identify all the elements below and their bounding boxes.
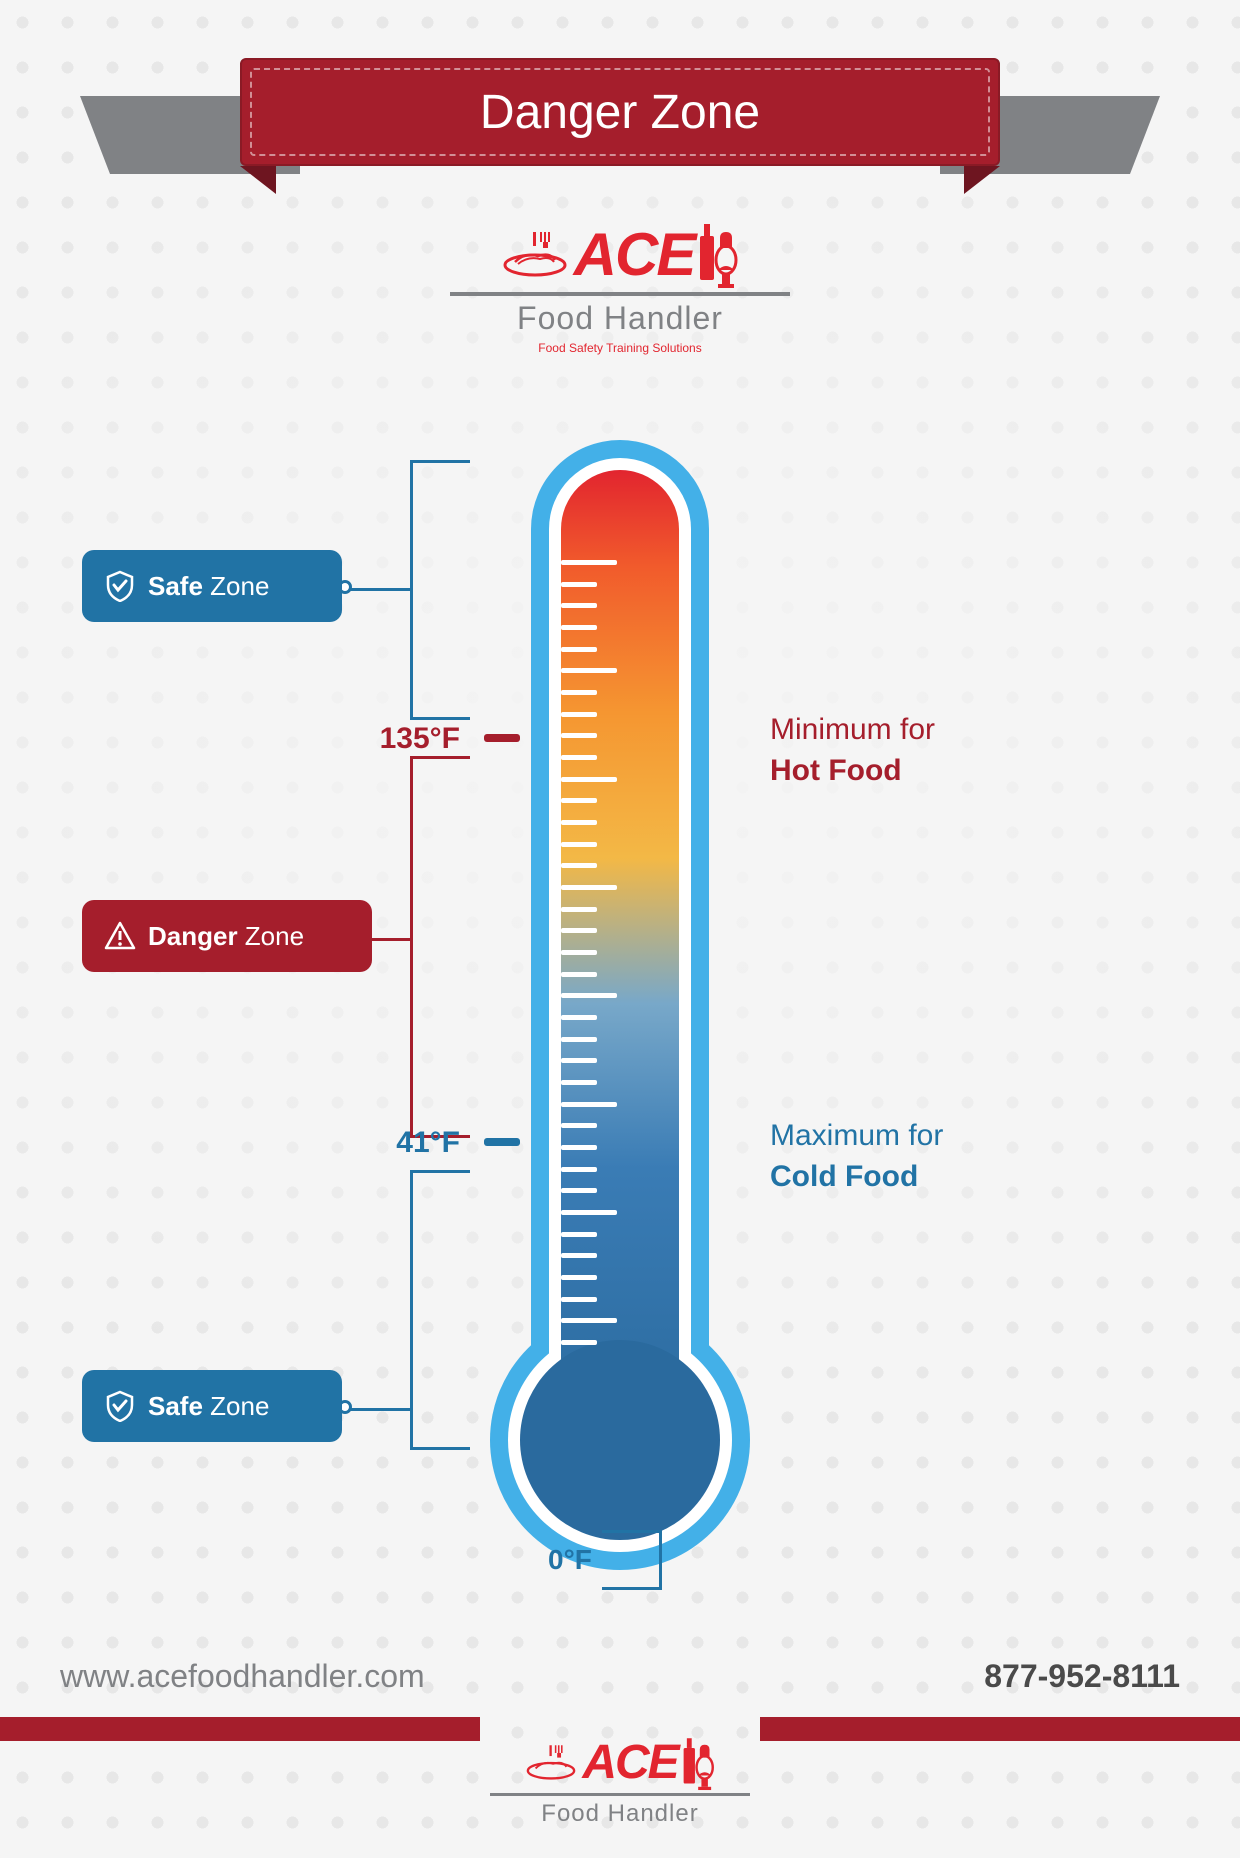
bracket-safe-top xyxy=(410,460,470,720)
thermometer-area: Safe Zone 135°F Minimum for Hot Food Dan… xyxy=(0,440,1240,1640)
page-title: Danger Zone xyxy=(480,85,760,140)
shield-check-icon xyxy=(104,1390,136,1422)
danger-zone-pill: Danger Zone xyxy=(82,900,372,972)
footer: www.acefoodhandler.com 877-952-8111 ACE xyxy=(0,1658,1240,1858)
bracket-safe-bottom xyxy=(410,1170,470,1450)
logo-ace-text: ACE xyxy=(574,225,695,285)
bracket-danger xyxy=(410,756,470,1138)
logo-tagline: Food Safety Training Solutions xyxy=(450,341,790,355)
logo-subtitle: Food Handler xyxy=(450,300,790,337)
cold-food-desc: Maximum for Cold Food xyxy=(770,1116,943,1197)
thermometer-ticks xyxy=(561,560,679,1340)
thermometer xyxy=(531,440,709,1570)
banner-fold-right xyxy=(964,166,1000,194)
logo-subtitle: Food Handler xyxy=(490,1800,750,1828)
title-banner: Danger Zone xyxy=(0,58,1240,198)
bottle-icon xyxy=(698,220,740,290)
connector-safe-bottom xyxy=(348,1408,412,1411)
footer-phone: 877-952-8111 xyxy=(984,1658,1180,1695)
bracket-zero xyxy=(602,1530,662,1590)
shield-check-icon xyxy=(104,570,136,602)
logo-top: ACE Food Handler Food Safety Training So… xyxy=(450,220,790,355)
connector-safe-top xyxy=(348,588,412,591)
logo-rule xyxy=(490,1793,750,1796)
bottle-icon xyxy=(682,1735,716,1791)
footer-url: www.acefoodhandler.com xyxy=(60,1658,425,1695)
temp-zero-label: 0°F xyxy=(548,1544,592,1576)
safe-zone-bottom-pill: Safe Zone xyxy=(82,1370,342,1442)
plate-icon xyxy=(500,230,570,280)
temp-41-label: 41°F xyxy=(396,1126,460,1160)
temp-135-label: 135°F xyxy=(380,722,460,756)
temp-135-tick xyxy=(484,734,520,742)
temp-41-tick xyxy=(484,1138,520,1146)
logo-ace-text: ACE xyxy=(582,1739,677,1787)
banner-main: Danger Zone xyxy=(240,58,1000,166)
plate-icon xyxy=(524,1743,578,1783)
logo-footer: ACE Food Handler xyxy=(490,1735,750,1828)
logo-rule xyxy=(450,292,790,296)
hot-food-desc: Minimum for Hot Food xyxy=(770,710,935,791)
safe-zone-top-pill: Safe Zone xyxy=(82,550,342,622)
warning-icon xyxy=(104,920,136,952)
